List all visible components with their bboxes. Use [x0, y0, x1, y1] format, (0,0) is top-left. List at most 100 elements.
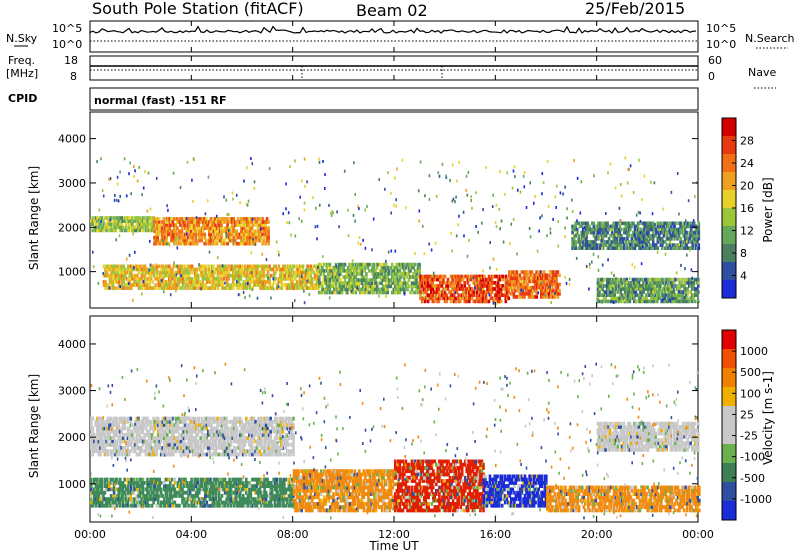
heatmap-cell: [176, 232, 179, 237]
heatmap-cell: [643, 299, 647, 304]
heatmap-cell: [135, 423, 139, 427]
heatmap-cell: [138, 423, 142, 427]
heatmap-cell: [250, 223, 254, 227]
y-tick-label: 2000: [58, 221, 86, 234]
heatmap-cell: [351, 262, 354, 267]
heatmap-cell: [187, 416, 190, 421]
heatmap-cell: [428, 197, 431, 201]
heatmap-cell: [163, 267, 167, 272]
heatmap-cell: [117, 452, 120, 457]
heatmap-cell: [226, 241, 229, 246]
heatmap-cell: [369, 287, 373, 292]
heatmap-cell: [96, 449, 99, 454]
heatmap-cell: [166, 433, 169, 437]
heatmap-cell: [247, 235, 251, 240]
heatmap-cell: [144, 449, 148, 454]
heatmap-cell: [143, 270, 147, 275]
heatmap-cell: [244, 267, 247, 272]
heatmap-cell: [468, 277, 471, 282]
heatmap-cell: [595, 224, 599, 229]
heatmap-cell: [235, 232, 238, 237]
heatmap-cell: [167, 442, 171, 447]
heatmap-cell: [475, 191, 477, 195]
heatmap-cell: [160, 267, 163, 272]
heatmap-cell: [157, 229, 161, 234]
heatmap-cell: [649, 296, 653, 301]
heatmap-cell: [291, 273, 294, 278]
heatmap-cell: [207, 433, 210, 437]
heatmap-cell: [168, 286, 171, 290]
heatmap-cell: [283, 283, 287, 287]
heatmap-cell: [172, 283, 176, 287]
heatmap-cell: [202, 419, 206, 424]
heatmap-cell: [666, 296, 670, 301]
heatmap-cell: [633, 277, 636, 282]
heatmap-cell: [688, 230, 691, 235]
heatmap-cell: [292, 283, 296, 287]
heatmap-cell: [192, 226, 196, 230]
heatmap-cell: [236, 283, 239, 287]
heatmap-cell: [163, 449, 166, 454]
heatmap-cell: [372, 278, 376, 282]
heatmap-cell: [106, 222, 110, 226]
heatmap-cell: [303, 301, 306, 305]
heatmap-cell: [115, 216, 119, 220]
heatmap-cell: [130, 192, 132, 196]
heatmap-cell: [128, 264, 132, 269]
heatmap-cell: [222, 286, 226, 290]
heatmap-cell: [375, 262, 379, 267]
heatmap-cell: [559, 191, 562, 195]
heatmap-cell: [220, 416, 224, 421]
heatmap-cell: [690, 268, 693, 272]
heatmap-cell: [172, 416, 175, 421]
heatmap-cell: [166, 423, 169, 427]
heatmap-cell: [178, 277, 182, 281]
heatmap-cell: [266, 280, 270, 284]
heatmap-cell: [553, 295, 557, 299]
heatmap-cell: [642, 281, 645, 285]
heatmap-cell: [132, 442, 136, 447]
heatmap-cell: [163, 416, 166, 421]
heatmap-cell: [383, 290, 386, 295]
heatmap-cell: [365, 281, 368, 285]
heatmap-cell: [186, 270, 189, 275]
heatmap-cell: [613, 293, 616, 297]
heatmap-cell: [202, 423, 206, 427]
heatmap-cell: [149, 419, 152, 424]
heatmap-cell: [318, 157, 320, 161]
heatmap-cell: [262, 235, 266, 240]
heatmap-cell: [624, 221, 628, 226]
heatmap-cell: [390, 211, 392, 215]
heatmap-cell: [619, 290, 623, 294]
heatmap-cell: [204, 286, 208, 290]
heatmap-cell: [595, 233, 599, 238]
heatmap-cell: [181, 442, 184, 447]
heatmap-cell: [105, 270, 109, 275]
heatmap-cell: [614, 281, 618, 285]
heatmap-cell: [156, 446, 160, 450]
heatmap-cell: [285, 267, 288, 272]
heatmap-cell: [613, 243, 617, 247]
heatmap-cell: [259, 270, 262, 275]
heatmap-cell: [188, 423, 192, 427]
heatmap-cell: [418, 265, 421, 270]
heatmap-cell: [214, 436, 218, 440]
heatmap-cell: [223, 217, 226, 221]
heatmap-cell: [615, 240, 618, 244]
heatmap-cell: [234, 449, 237, 454]
heatmap-cell: [258, 439, 262, 444]
heatmap-cell: [239, 419, 242, 424]
heatmap-cell: [198, 220, 202, 224]
heatmap-cell: [115, 219, 119, 223]
heatmap-cell: [188, 229, 191, 234]
heatmap-cell: [208, 238, 211, 243]
heatmap-cell: [577, 233, 580, 238]
heatmap-cell: [231, 436, 234, 440]
heatmap-cell: [616, 296, 619, 301]
heatmap-cell: [196, 449, 199, 454]
heatmap-cell: [258, 433, 262, 437]
heatmap-cell: [504, 293, 508, 297]
heatmap-cell: [673, 230, 676, 235]
heatmap-cell: [306, 180, 308, 184]
heatmap-cell: [103, 433, 107, 437]
